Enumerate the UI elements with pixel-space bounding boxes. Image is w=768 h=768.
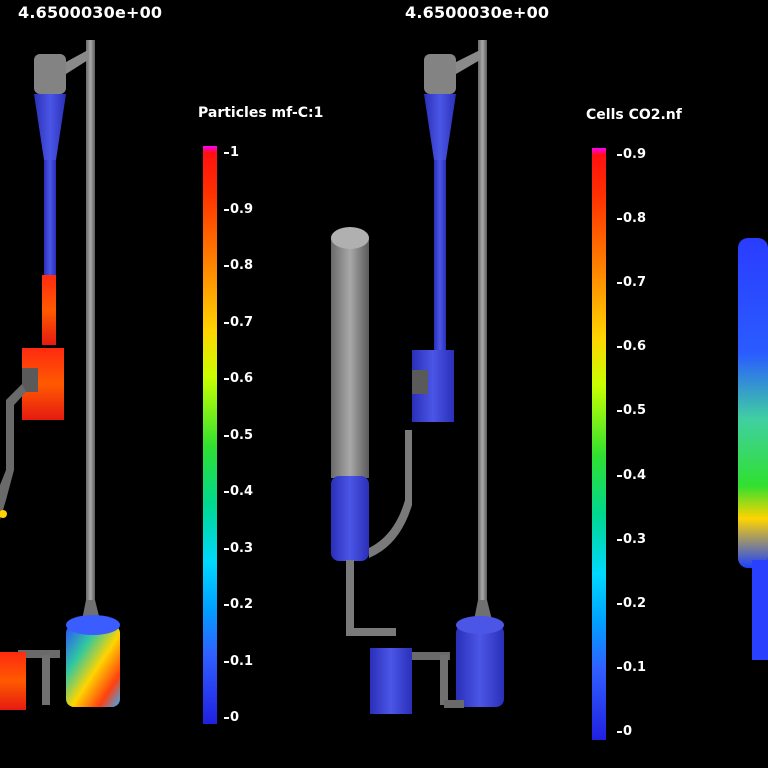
co2-tick-label: 0.4: [616, 467, 647, 483]
right-cyclone-head: [424, 54, 456, 94]
particles-tick-label: 0.1: [223, 653, 254, 669]
right-riser-pipe: [478, 40, 487, 610]
co2-tick-label: 0.2: [616, 595, 647, 611]
left-cyclone-inlet: [66, 50, 88, 74]
right-lower-return: [444, 700, 464, 708]
left-cyclone-cone: [34, 94, 66, 160]
co2-cell-column[interactable]: [738, 238, 768, 660]
left-return-leg: [0, 384, 26, 520]
particles-tick-label: 0.9: [223, 201, 254, 217]
particles-tick-label: 1: [223, 145, 240, 160]
co2-tick-label: 0.1: [616, 659, 647, 675]
right-cyclone-inlet: [456, 50, 480, 74]
co2-tick-label: 0.7: [616, 275, 647, 291]
left-fuel-reactor: [66, 625, 120, 707]
air-reactor-top: [331, 227, 369, 249]
particles-tick-label: 0.2: [223, 597, 254, 612]
left-cyclone-head: [34, 54, 66, 94]
co2-column-body: [738, 238, 768, 568]
particles-tick-label: 0.4: [223, 484, 254, 499]
left-standpipe-upper: [44, 160, 56, 275]
air-reactor-crossover: [369, 430, 412, 558]
particles-tick-label: 0.8: [223, 258, 254, 273]
co2-tick-label: 0.9: [616, 147, 647, 162]
co2-tick-label: 0.5: [616, 403, 647, 419]
particles-tick-label: 0: [223, 710, 240, 725]
left-riser-foot: [82, 600, 100, 620]
left-reactor-model[interactable]: [0, 40, 120, 710]
particles-tick-label: 0.7: [223, 314, 254, 330]
left-standpipe-hot: [42, 275, 56, 345]
co2-column-leg: [752, 560, 768, 660]
right-bottom-connector: [412, 652, 450, 660]
co2-tick-label: 0.3: [616, 531, 647, 547]
right-riser-foot: [474, 600, 492, 620]
air-reactor-downcomer: [346, 560, 354, 635]
co2-colorbar-title: Cells CO2.nf: [586, 107, 682, 123]
left-bottom-connector: [18, 650, 60, 658]
left-lower-leg: [42, 655, 50, 705]
left-riser-pipe: [86, 40, 95, 610]
co2-colorbar: [592, 148, 606, 740]
co2-tick-label: 0.8: [616, 211, 647, 227]
right-fuel-reactor: [456, 625, 504, 707]
left-lower-seal: [0, 652, 26, 710]
right-fuel-reactor-top: [456, 616, 504, 634]
left-hot-spot: [0, 510, 7, 518]
right-standpipe: [434, 160, 446, 350]
particles-tick-label: 0.3: [223, 540, 254, 556]
right-reactor-model[interactable]: [370, 40, 504, 714]
particles-colorbar-title: Particles mf-C:1: [198, 105, 324, 121]
air-reactor-bed: [331, 476, 369, 561]
particles-tick-label: 0.6: [223, 371, 254, 386]
co2-tick-label: 0: [616, 724, 633, 739]
right-time-label: 4.6500030e+00: [405, 3, 550, 22]
right-cyclone-cone: [424, 94, 456, 160]
left-time-label: 4.6500030e+00: [18, 3, 163, 22]
right-seal-cap: [412, 370, 428, 394]
right-lower-seal: [370, 648, 412, 714]
middle-reactor-model[interactable]: [331, 227, 412, 636]
right-lower-leg: [440, 655, 448, 705]
air-reactor-bottom-link: [346, 628, 396, 636]
left-seal-cap: [22, 368, 38, 392]
air-reactor-column: [331, 238, 369, 478]
co2-tick-label: 0.6: [616, 339, 647, 355]
particles-tick-label: 0.5: [223, 427, 254, 443]
particles-colorbar: [203, 146, 217, 724]
left-fuel-reactor-top: [66, 615, 120, 635]
